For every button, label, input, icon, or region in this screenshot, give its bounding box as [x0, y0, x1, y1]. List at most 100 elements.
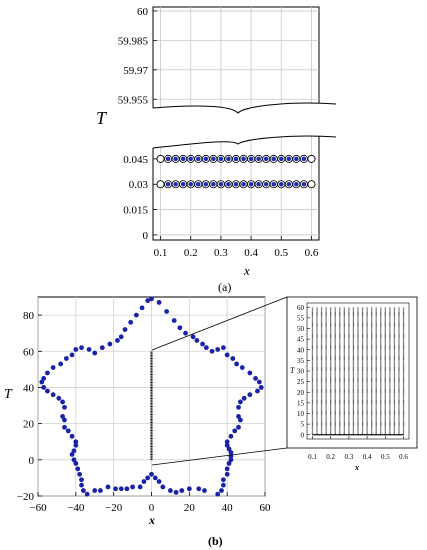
boundary-point — [220, 345, 226, 351]
x-tick-label: 0.5 — [381, 453, 390, 461]
boundary-point — [173, 489, 179, 495]
blue-center-point — [271, 156, 277, 162]
boundary-point — [247, 392, 253, 398]
x-tick-label: −20 — [105, 502, 123, 514]
y-tick-label: 0 — [29, 455, 35, 467]
y-tick-label: 59.955 — [118, 94, 149, 106]
blue-center-point — [241, 156, 246, 162]
panel-a-points — [156, 154, 316, 189]
blue-center-point — [195, 156, 201, 162]
boundary-point — [238, 399, 243, 405]
y-tick-label: 0 — [301, 431, 305, 439]
y-tick-label: 0.015 — [123, 205, 148, 217]
y-tick-label: 60 — [297, 304, 305, 312]
boundary-point — [73, 439, 79, 445]
boundary-point — [226, 446, 232, 452]
blue-center-point — [180, 156, 186, 162]
boundary-point — [247, 370, 253, 376]
boundary-point — [160, 484, 166, 490]
boundary-point — [215, 491, 221, 497]
boundary-point — [141, 479, 147, 484]
boundary-point — [228, 450, 234, 455]
boundary-point — [156, 479, 162, 484]
boundary-point — [232, 428, 238, 434]
blue-center-point — [203, 181, 209, 187]
x-tick-label: 0.6 — [399, 453, 408, 461]
open-circle-point — [307, 180, 316, 189]
y-tick-label: 80 — [23, 310, 35, 322]
zoom-connector-bottom — [151, 447, 288, 466]
boundary-point — [65, 428, 71, 434]
blue-center-point — [218, 156, 224, 162]
x-tick-label: 0 — [149, 502, 155, 514]
boundary-point — [241, 395, 247, 401]
boundary-point — [62, 404, 67, 410]
boundary-point — [190, 334, 196, 340]
boundary-point — [77, 471, 83, 477]
boundary-point — [45, 370, 50, 376]
boundary-point — [81, 488, 86, 493]
y-tick-label: 40 — [297, 346, 305, 354]
x-tick-label: 0.1 — [154, 247, 168, 259]
blue-center-point — [248, 156, 254, 162]
boundary-point — [50, 392, 56, 398]
boundary-point — [79, 482, 84, 488]
boundary-point — [228, 457, 234, 463]
y-tick-label: 59.97 — [123, 65, 148, 77]
blue-center-point — [188, 156, 194, 162]
boundary-point — [69, 352, 75, 358]
boundary-point — [45, 388, 50, 394]
panel-b-points — [39, 296, 264, 497]
blue-center-point — [301, 156, 307, 162]
y-tick-label: 40 — [23, 382, 35, 394]
boundary-point — [236, 424, 241, 430]
y-tick-label: 35 — [297, 357, 305, 365]
blue-center-point — [180, 181, 186, 187]
y-tick-label: 55 — [297, 314, 305, 322]
y-tick-label: 0.045 — [123, 154, 148, 166]
blue-center-point — [233, 156, 239, 162]
boundary-point — [224, 352, 230, 358]
zoom-connector-top — [151, 296, 288, 351]
boundary-point — [239, 365, 245, 370]
y-tick-label: 30 — [297, 368, 305, 376]
panel-b-caption: (b) — [208, 534, 223, 548]
boundary-point — [224, 442, 230, 448]
blue-center-point — [294, 156, 299, 162]
boundary-point — [118, 486, 124, 492]
boundary-point — [171, 318, 177, 323]
panel-b-x-ticks: −60 −40 −20 0 20 40 60 — [29, 492, 271, 514]
y-tick-label: 20 — [23, 419, 35, 431]
boundary-point — [71, 448, 77, 454]
x-tick-label: 0.2 — [184, 247, 198, 259]
boundary-point — [79, 345, 84, 351]
boundary-point — [73, 442, 79, 448]
boundary-point — [200, 341, 205, 347]
boundary-point — [220, 477, 226, 483]
blue-center-point — [256, 181, 261, 187]
blue-center-point — [165, 156, 171, 162]
blue-center-point — [165, 181, 171, 187]
boundary-point — [238, 417, 243, 423]
boundary-point — [50, 365, 56, 370]
boundary-point — [253, 376, 258, 381]
y-tick-label: 50 — [297, 325, 305, 333]
y-tick-label: 45 — [297, 336, 305, 344]
panel-b: −20 0 20 40 60 80 −60 −40 −20 0 20 40 60 T x (b) — [4, 296, 288, 548]
boundary-point — [84, 491, 90, 497]
panel-b-inset: 0 5 10 15 20 25 30 35 40 45 50 55 60 0.1 0.2 0.3 0.4 0.5… — [286, 296, 418, 472]
boundary-point — [133, 312, 139, 318]
boundary-point — [145, 298, 151, 304]
x-tick-label: 0.6 — [305, 247, 319, 259]
boundary-point — [236, 404, 241, 410]
boundary-point — [115, 338, 120, 343]
boundary-point — [75, 466, 81, 472]
blue-center-point — [241, 181, 246, 187]
boundary-point — [130, 484, 135, 490]
boundary-point — [224, 439, 230, 445]
blue-center-point — [263, 156, 269, 162]
blue-center-point — [211, 181, 216, 187]
boundary-point — [203, 345, 209, 351]
boundary-point — [73, 461, 79, 466]
